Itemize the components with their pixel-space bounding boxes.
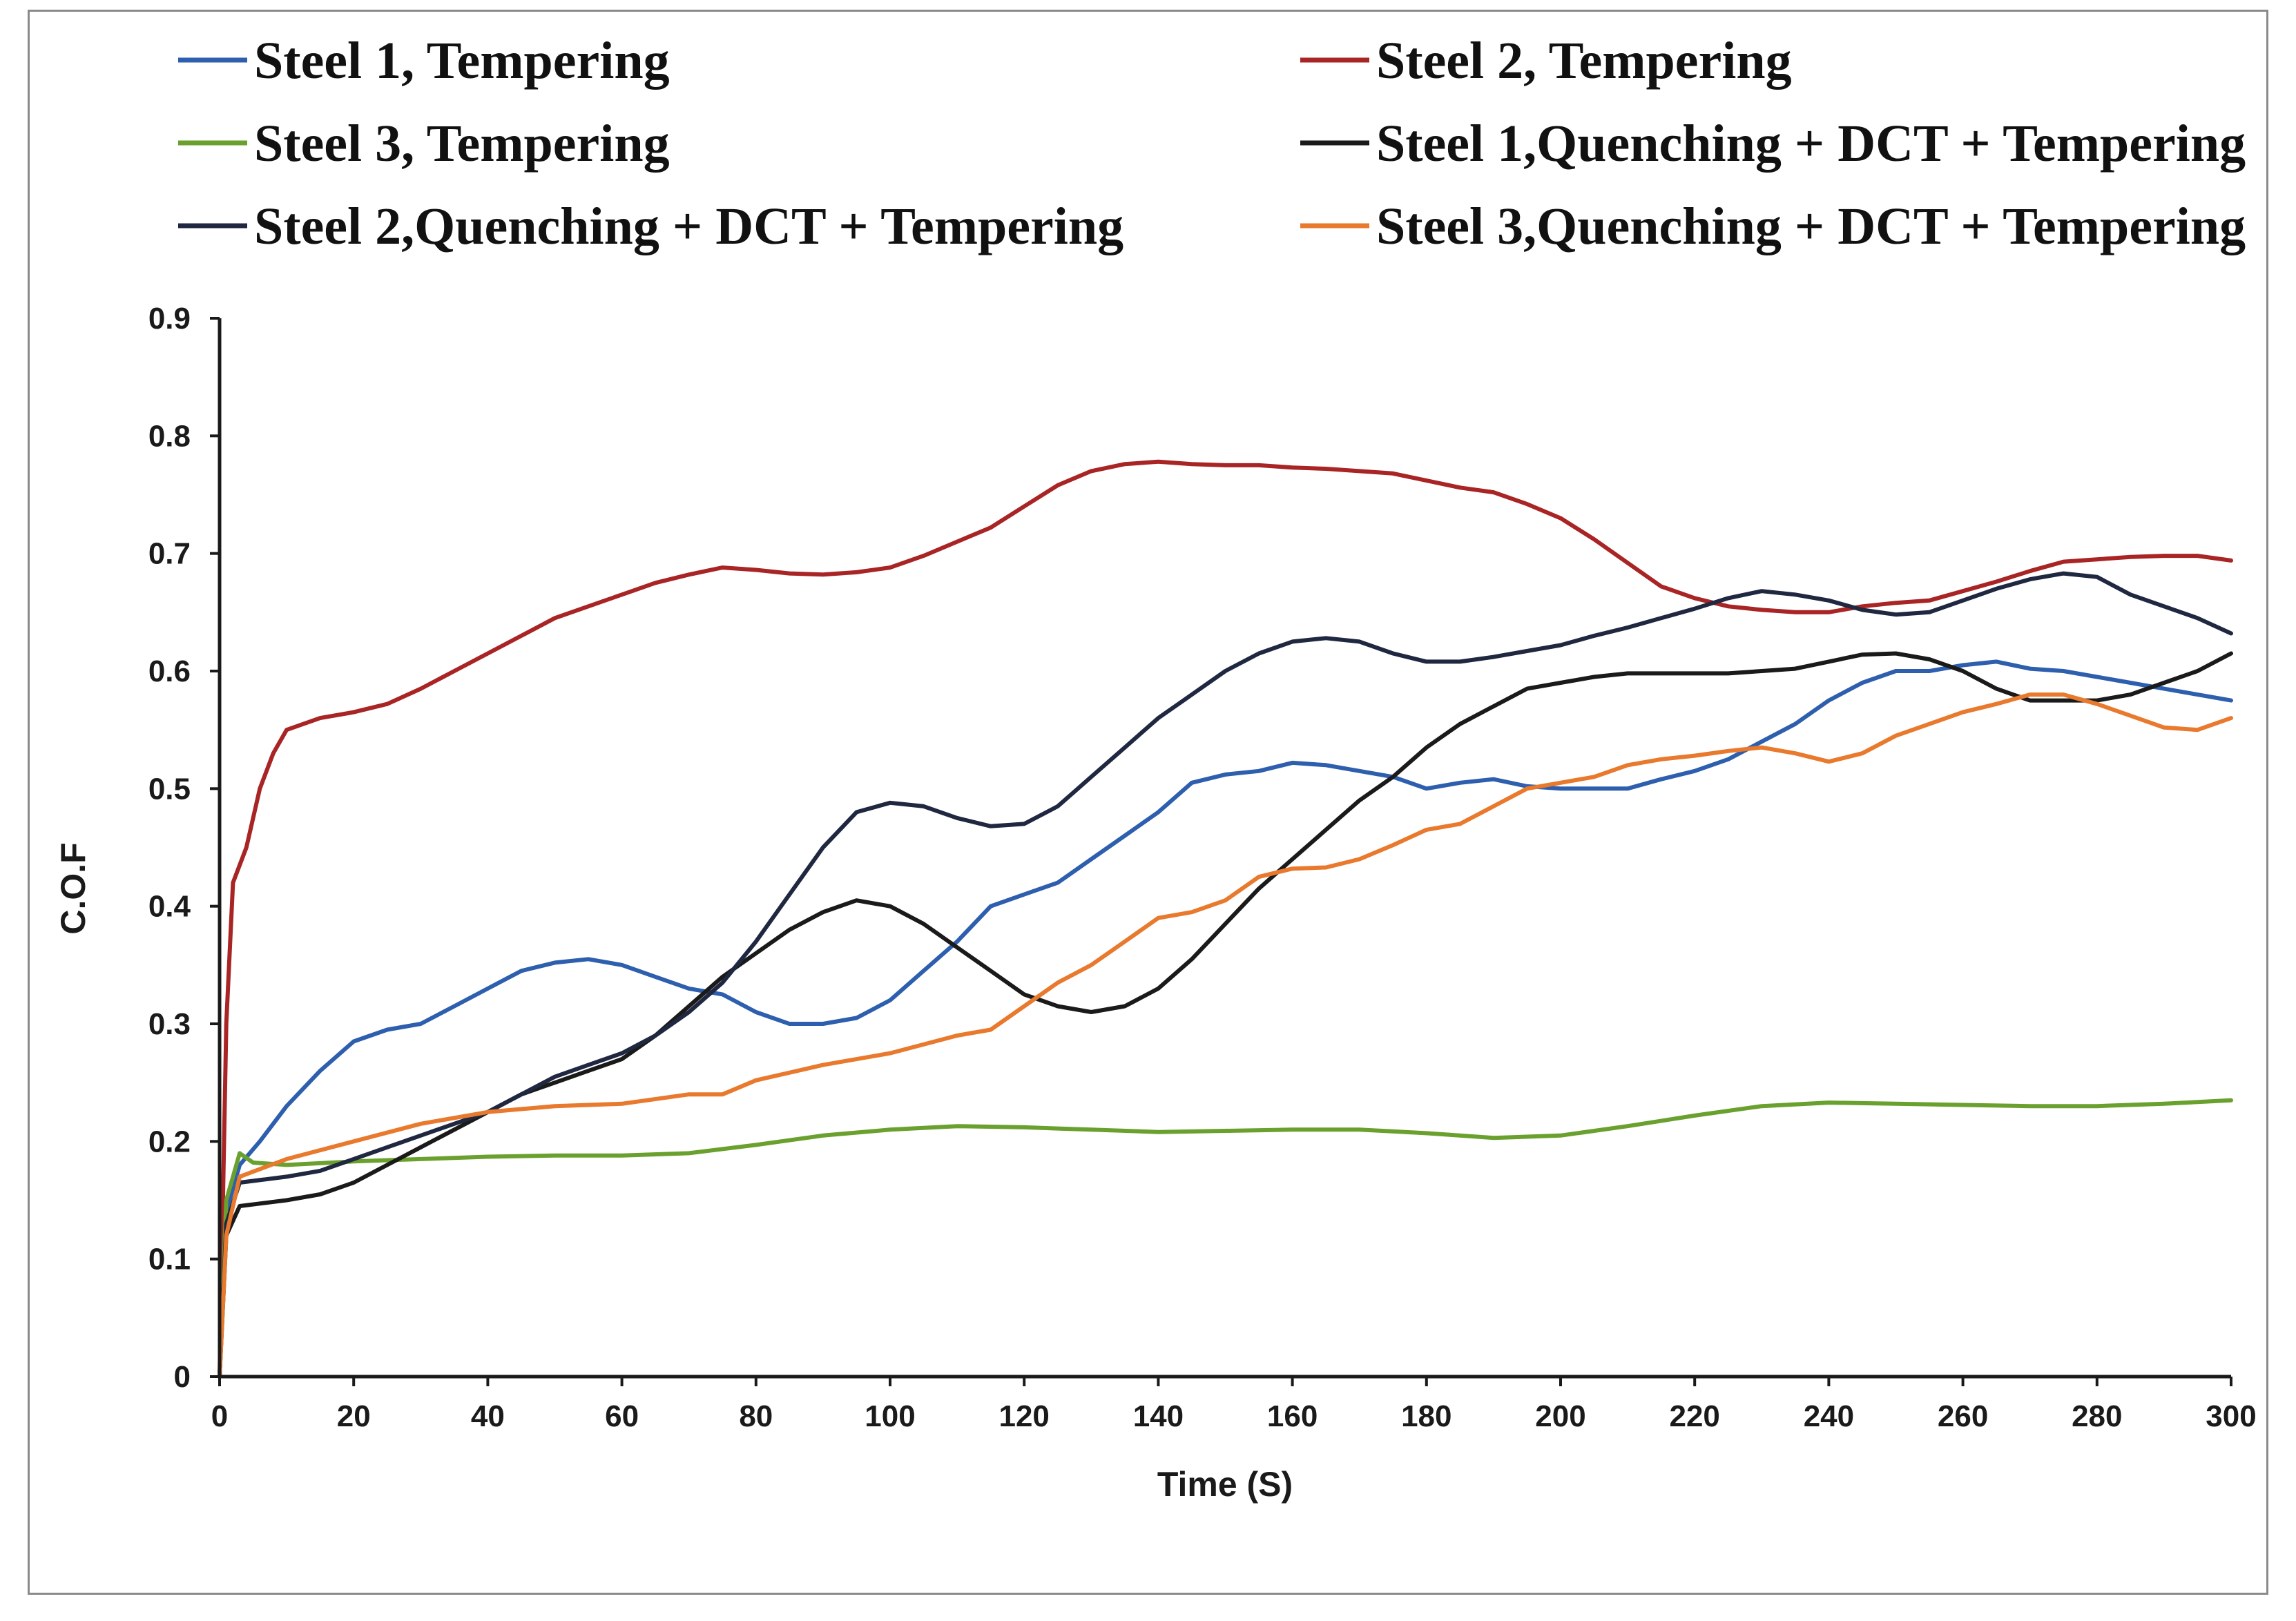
series-line-3 — [218, 1098, 2233, 1379]
chart: Steel 1, Tempering Steel 2, Tempering Stee… — [54, 32, 2257, 1504]
y-tick-label: 0.2 — [148, 1125, 191, 1158]
x-tick-label: 280 — [2072, 1399, 2122, 1433]
legend-label-1: Steel 1, Tempering — [254, 32, 670, 90]
axes: 0 0.1 0.2 0.3 0.4 0.5 0.6 0.7 0.8 0.9 0 20 40 60 80 100… — [148, 302, 2257, 1433]
legend-label-6: Steel 3,Quenching + DCT + Tempering — [1376, 197, 2246, 255]
x-tick-label: 240 — [1804, 1399, 1854, 1433]
x-tick-label: 180 — [1401, 1399, 1451, 1433]
legend-label-3: Steel 3, Tempering — [254, 115, 670, 173]
x-tick-label: 0 — [211, 1399, 228, 1433]
x-tick-label: 300 — [2206, 1399, 2256, 1433]
legend: Steel 1, Tempering Steel 2, Tempering Stee… — [178, 32, 2246, 255]
plot-area: 0 0.1 0.2 0.3 0.4 0.5 0.6 0.7 0.8 0.9 0 20 40 60 80 100… — [148, 302, 2257, 1433]
series-lines — [218, 459, 2233, 1379]
series-line-1 — [218, 659, 2233, 1379]
y-tick-label: 0.7 — [148, 537, 191, 571]
y-tick-label: 0.3 — [148, 1007, 191, 1041]
x-tick-label: 40 — [471, 1399, 505, 1433]
y-tick-label: 0.6 — [148, 654, 191, 688]
x-tick-label: 260 — [1938, 1399, 1988, 1433]
x-axis-title: Time (S) — [1157, 1465, 1293, 1504]
x-tick-label: 20 — [337, 1399, 371, 1433]
legend-label-2: Steel 2, Tempering — [1376, 32, 1792, 90]
y-tick-label: 0.8 — [148, 419, 191, 453]
x-tick-label: 200 — [1535, 1399, 1585, 1433]
chart-frame: Steel 1, Tempering Steel 2, Tempering Stee… — [28, 10, 2268, 1595]
legend-label-5: Steel 2,Quenching + DCT + Tempering — [254, 197, 1123, 255]
x-tick-label: 120 — [999, 1399, 1049, 1433]
legend-label-4: Steel 1,Quenching + DCT + Tempering — [1376, 115, 2246, 173]
x-tick-label: 140 — [1133, 1399, 1184, 1433]
x-tick-label: 60 — [605, 1399, 639, 1433]
series-line-4 — [218, 651, 2233, 1379]
series-line-2 — [218, 459, 2233, 1379]
y-tick-label: 0.4 — [148, 890, 191, 924]
y-tick-label: 0.5 — [148, 772, 191, 806]
series-line-6 — [218, 692, 2233, 1379]
y-tick-label: 0.1 — [148, 1243, 191, 1277]
y-axis-title: C.O.F — [54, 842, 93, 934]
x-tick-label: 160 — [1267, 1399, 1318, 1433]
x-tick-label: 80 — [739, 1399, 773, 1433]
x-tick-label: 100 — [865, 1399, 915, 1433]
y-tick-label: 0.9 — [148, 302, 191, 336]
y-tick-label: 0 — [174, 1360, 191, 1394]
series-line-5 — [218, 571, 2233, 1379]
x-tick-label: 220 — [1669, 1399, 1719, 1433]
